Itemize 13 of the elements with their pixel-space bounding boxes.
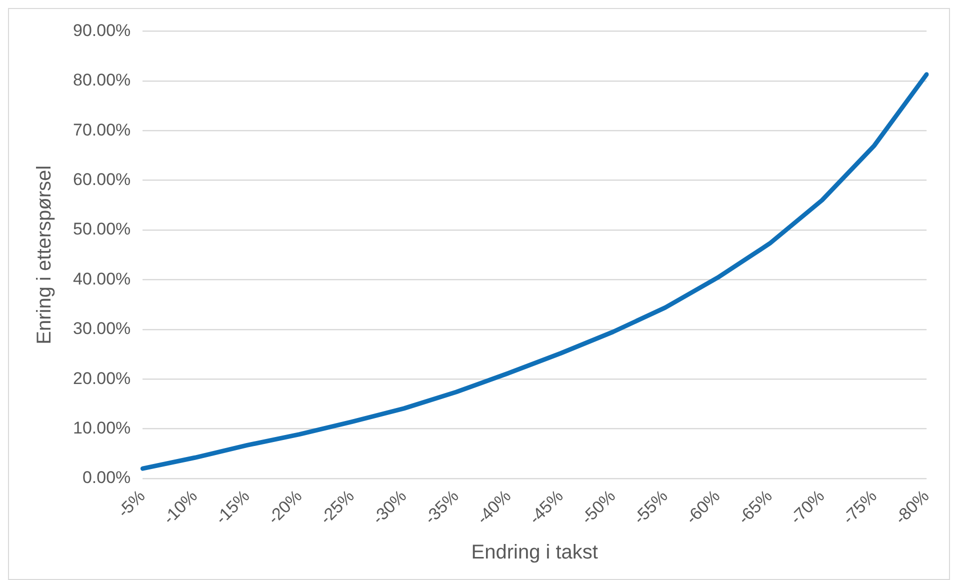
y-tick-label: 30.00% xyxy=(72,319,131,338)
y-tick-label: 60.00% xyxy=(72,170,131,189)
x-axis-title: Endring i takst xyxy=(471,542,598,564)
x-tick-label: -5% xyxy=(114,486,149,522)
y-tick-label: 70.00% xyxy=(72,120,131,140)
y-tick-label: 0.00% xyxy=(82,468,131,488)
y-axis-title: Enring i etterspørsel xyxy=(34,165,56,344)
y-tick-label: 10.00% xyxy=(72,418,131,438)
y-tick-label: 40.00% xyxy=(72,269,131,288)
y-tick-label: 90.00% xyxy=(72,20,131,40)
y-tick-label: 20.00% xyxy=(72,368,131,388)
y-tick-label: 80.00% xyxy=(72,70,131,90)
y-tick-label: 50.00% xyxy=(72,220,131,239)
